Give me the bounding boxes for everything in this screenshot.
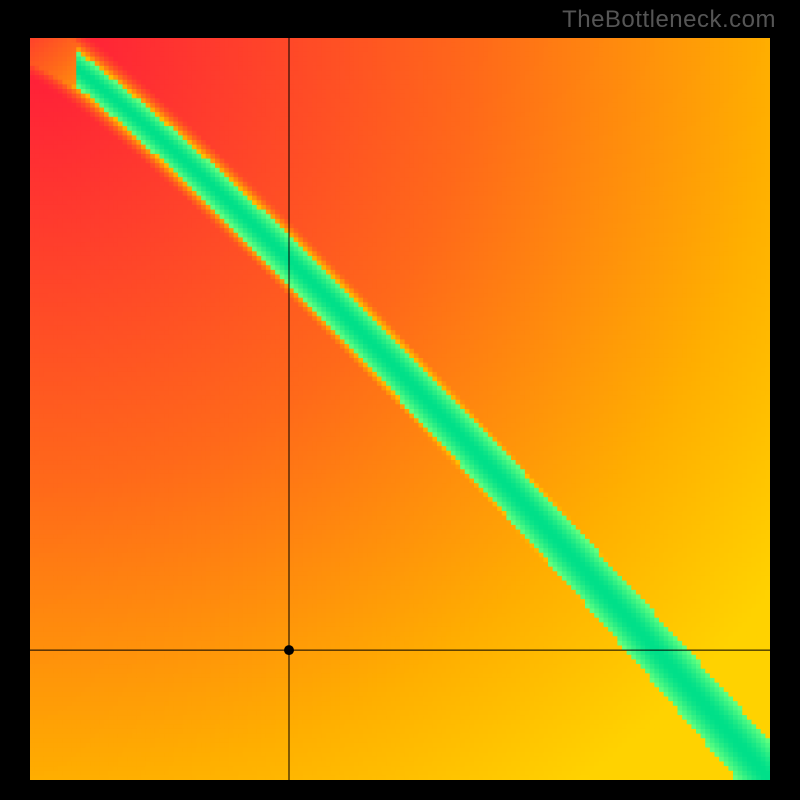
crosshair-marker bbox=[284, 645, 294, 655]
chart-container: TheBottleneck.com bbox=[0, 0, 800, 800]
watermark-text: TheBottleneck.com bbox=[562, 6, 776, 34]
heatmap-cells bbox=[30, 38, 771, 781]
bottleneck-heatmap bbox=[0, 0, 800, 800]
